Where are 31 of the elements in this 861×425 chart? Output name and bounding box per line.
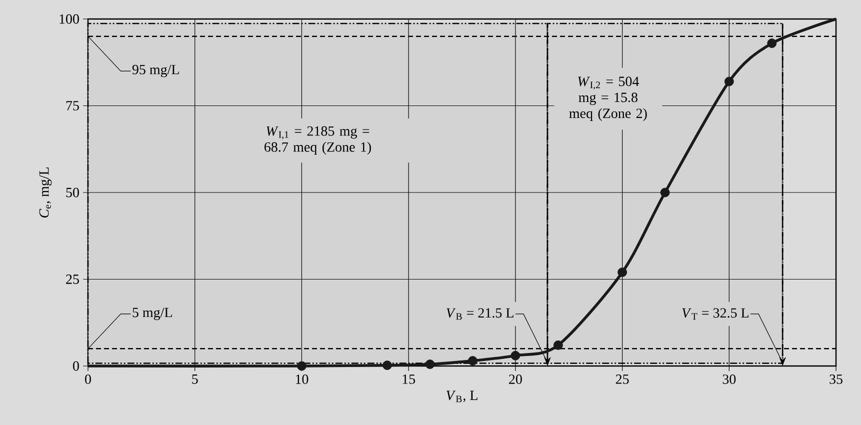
y-tick-label: 0 [73,361,79,371]
point [724,76,734,86]
point [618,268,627,278]
point [510,350,520,360]
point [468,356,478,366]
point [660,188,670,198]
band-label: W$_{I,1}$ = 2185 mg = 68.7 meq (Zone 1) [264,126,371,155]
point [297,361,306,371]
x-tick-label: 30 [722,374,736,384]
y-tick-label: 75 [66,101,79,110]
ref-line-label: V$_{B}$ = 21.5 L [446,308,514,320]
x-axis-title: V$_{B}$, L [446,390,478,402]
x-tick-label: 5 [192,374,198,384]
x-tick-label: 35 [830,374,842,384]
ref-line-label: 95 mg/L [132,64,179,78]
y-tick-label: 50 [66,188,79,198]
x-tick-label: 25 [616,374,629,384]
y-tick-label: 100 [60,14,79,24]
y-axis-title: C$_{e}$, mg/L [39,168,52,218]
point [553,340,563,350]
x-tick-label: 0 [85,374,91,384]
point [767,38,777,48]
ref-line-label: 5 mg/L [132,308,172,320]
ref-line-label: V$_{T}$ = 32.5 L [682,308,748,320]
x-tick-label: 10 [296,374,308,384]
point [425,360,435,369]
x-tick-label: 20 [509,374,522,384]
point [382,360,392,370]
y-tick-label: 25 [66,274,79,284]
band-label: W$_{I,2}$ = 504 mg = 15.8 meq (Zone 2) [569,76,647,121]
x-tick-label: 15 [402,374,416,384]
